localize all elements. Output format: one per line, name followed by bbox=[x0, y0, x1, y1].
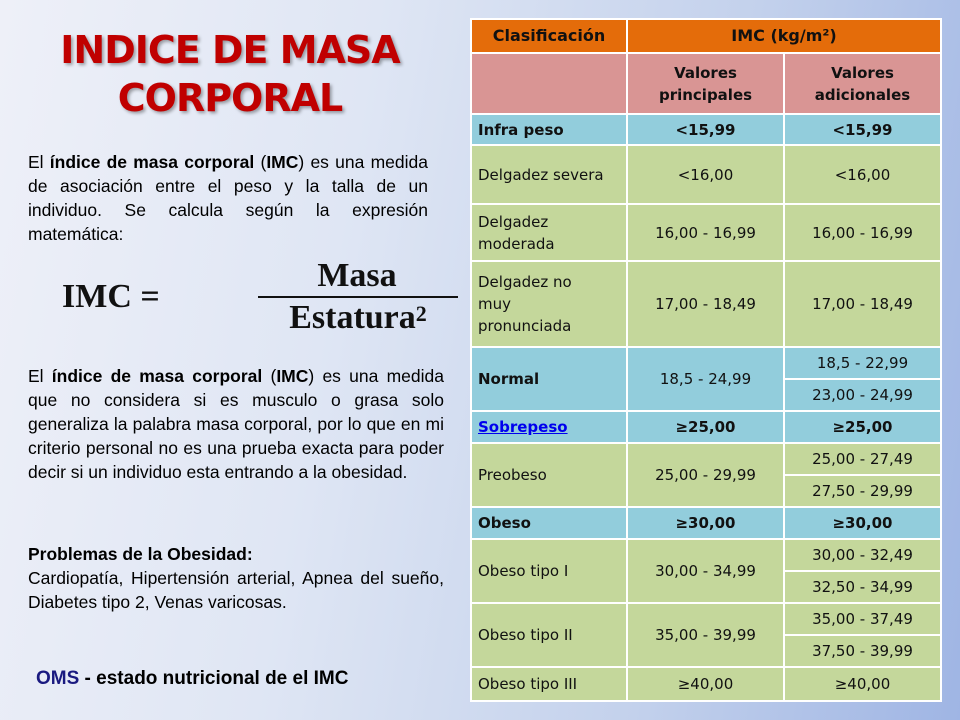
row-additional-infra-peso: <15,99 bbox=[785, 115, 940, 144]
intro-paragraph: El índice de masa corporal (IMC) es una … bbox=[28, 150, 428, 246]
row-label-delgadez-moderada: Delgadez moderada bbox=[472, 205, 626, 260]
row-additional-obeso: ≥30,00 bbox=[785, 508, 940, 538]
title-line-1: INDICE DE MASA bbox=[60, 28, 400, 72]
formula-exponent: 2 bbox=[415, 301, 427, 326]
note-bold-term: índice de masa corporal bbox=[51, 366, 263, 386]
row-main-obeso-tipo-2: 35,00 - 39,99 bbox=[628, 604, 783, 666]
note-abbr: IMC bbox=[276, 366, 309, 386]
note-prefix: El bbox=[28, 366, 52, 386]
row-main-obeso-tipo-1: 30,00 - 34,99 bbox=[628, 540, 783, 602]
row-label-obeso-tipo-2: Obeso tipo II bbox=[472, 604, 626, 666]
formula-numerator: Masa bbox=[317, 257, 397, 294]
row-main-delgadez-no-muy-pronunciada: 17,00 - 18,49 bbox=[628, 262, 783, 346]
formula-denominator-text: Estatura bbox=[289, 299, 416, 336]
formula-denominator: Estatura2 bbox=[258, 300, 458, 336]
row-label-delgadez-severa: Delgadez severa bbox=[472, 146, 626, 203]
row-additional-normal-1: 18,5 - 22,99 bbox=[785, 348, 940, 378]
note-paren: ( bbox=[262, 366, 277, 386]
header-main-values: Valores principales bbox=[628, 54, 783, 113]
intro-paren: ( bbox=[254, 152, 267, 172]
problems-section: Problemas de la Obesidad: Cardiopatía, H… bbox=[28, 542, 444, 614]
note-paragraph: El índice de masa corporal (IMC) es una … bbox=[28, 364, 444, 484]
row-additional-obeso-tipo-2-b: 37,50 - 39,99 bbox=[785, 636, 940, 666]
bmi-formula: IMC = Masa Estatura2 bbox=[62, 258, 458, 338]
row-label-obeso-tipo-1: Obeso tipo I bbox=[472, 540, 626, 602]
row-additional-obeso-tipo-2-a: 35,00 - 37,49 bbox=[785, 604, 940, 634]
bmi-classification-table: Clasificación IMC (kg/m²) Valores princi… bbox=[470, 18, 942, 702]
row-additional-delgadez-no-muy-pronunciada: 17,00 - 18,49 bbox=[785, 262, 940, 346]
row-main-normal: 18,5 - 24,99 bbox=[628, 348, 783, 410]
row-main-delgadez-moderada: 16,00 - 16,99 bbox=[628, 205, 783, 260]
header-imc: IMC (kg/m²) bbox=[628, 20, 940, 52]
sobrepeso-link[interactable]: Sobrepeso bbox=[478, 418, 568, 436]
header-additional-values: Valores adicionales bbox=[785, 54, 940, 113]
row-label-infra-peso: Infra peso bbox=[472, 115, 626, 144]
row-label-normal: Normal bbox=[472, 348, 626, 410]
row-label-obeso-tipo-3: Obeso tipo III bbox=[472, 668, 626, 700]
row-additional-sobrepeso: ≥25,00 bbox=[785, 412, 940, 442]
row-additional-preobeso-1: 25,00 - 27,49 bbox=[785, 444, 940, 474]
row-additional-obeso-tipo-1-a: 30,00 - 32,49 bbox=[785, 540, 940, 570]
row-main-delgadez-severa: <16,00 bbox=[628, 146, 783, 203]
title-line-2: CORPORAL bbox=[117, 76, 344, 120]
row-additional-delgadez-severa: <16,00 bbox=[785, 146, 940, 203]
footer-oms: OMS bbox=[36, 668, 80, 689]
row-label-preobeso: Preobeso bbox=[472, 444, 626, 506]
intro-abbr: IMC bbox=[266, 152, 299, 172]
row-label-delgadez-no-muy-pronunciada: Delgadez no muy pronunciada bbox=[472, 262, 626, 346]
row-label-obeso: Obeso bbox=[472, 508, 626, 538]
intro-prefix: El bbox=[28, 152, 50, 172]
footer-rest: - estado nutricional de el IMC bbox=[79, 668, 349, 689]
row-main-infra-peso: <15,99 bbox=[628, 115, 783, 144]
row-additional-normal-2: 23,00 - 24,99 bbox=[785, 380, 940, 410]
intro-rest: ) es una medida de asociación entre el p… bbox=[28, 152, 428, 244]
formula-lhs: IMC = bbox=[62, 278, 160, 315]
row-additional-delgadez-moderada: 16,00 - 16,99 bbox=[785, 205, 940, 260]
row-additional-preobeso-2: 27,50 - 29,99 bbox=[785, 476, 940, 506]
note-rest: ) es una medida que no considera si es m… bbox=[28, 366, 444, 482]
intro-bold-term: índice de masa corporal bbox=[49, 152, 255, 172]
problems-heading: Problemas de la Obesidad: bbox=[28, 544, 253, 564]
header-classification: Clasificación bbox=[472, 20, 626, 52]
header-empty bbox=[472, 54, 626, 113]
row-additional-obeso-tipo-1-b: 32,50 - 34,99 bbox=[785, 572, 940, 602]
problems-text: Cardiopatía, Hipertensión arterial, Apne… bbox=[28, 568, 444, 612]
fraction-bar bbox=[258, 296, 458, 298]
footer-caption: OMS - estado nutricional de el IMC bbox=[36, 668, 436, 690]
row-main-sobrepeso: ≥25,00 bbox=[628, 412, 783, 442]
page-title: INDICE DE MASA CORPORAL bbox=[40, 26, 420, 122]
row-main-preobeso: 25,00 - 29,99 bbox=[628, 444, 783, 506]
row-main-obeso-tipo-3: ≥40,00 bbox=[628, 668, 783, 700]
row-additional-obeso-tipo-3: ≥40,00 bbox=[785, 668, 940, 700]
row-label-sobrepeso: Sobrepeso bbox=[472, 412, 626, 442]
row-main-obeso: ≥30,00 bbox=[628, 508, 783, 538]
